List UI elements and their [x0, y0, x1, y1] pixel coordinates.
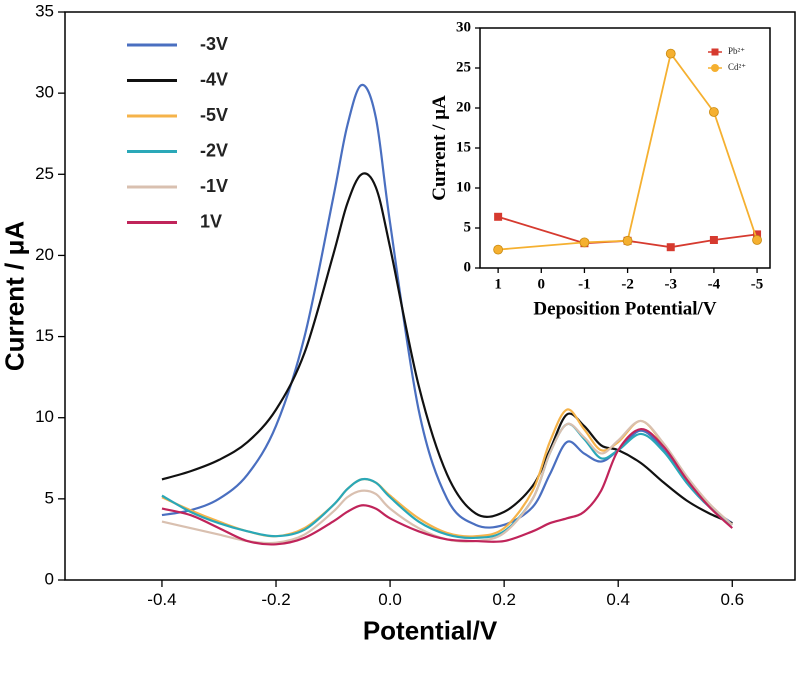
point: [494, 212, 503, 221]
x-tick-label: 0.4: [606, 590, 630, 609]
point: [493, 244, 504, 255]
y-tick-label: 25: [35, 164, 54, 183]
x-axis-label: Deposition Potential/V: [533, 299, 716, 320]
y-tick-label: 20: [35, 245, 54, 264]
y-tick-label: 15: [35, 326, 54, 345]
legend-label: -3V: [200, 34, 228, 54]
y-tick-label: 20: [456, 99, 471, 115]
legend-label: Pb²⁺: [728, 46, 745, 56]
x-tick-label: -2: [621, 276, 634, 292]
series-line: [498, 51, 758, 251]
legend-label: -4V: [200, 69, 228, 89]
legend-label: -1V: [200, 176, 228, 196]
x-tick-label: 1: [494, 276, 502, 292]
y-tick-label: 30: [456, 19, 471, 35]
point: [665, 48, 676, 59]
legend-marker: [711, 64, 719, 72]
point: [579, 237, 590, 248]
y-axis-label: Current / μA: [429, 95, 450, 201]
legend-label: -5V: [200, 105, 228, 125]
point: [709, 236, 718, 244]
x-tick-label: 0.2: [492, 590, 516, 609]
series-line: [161, 172, 733, 525]
y-tick-label: 5: [464, 219, 472, 235]
point: [708, 107, 719, 117]
point: [666, 243, 675, 252]
y-axis-label: Current / μA: [0, 221, 29, 371]
legend-label: Cd²⁺: [728, 62, 746, 72]
y-tick-label: 0: [45, 569, 54, 588]
x-tick-label: -0.2: [261, 590, 290, 609]
series-line: [161, 427, 734, 546]
legend-label: 1V: [200, 211, 222, 231]
x-tick-label: -3: [664, 276, 677, 292]
point: [752, 235, 762, 245]
point: [622, 235, 633, 246]
series-line: [161, 83, 733, 529]
x-tick-label: -4: [708, 276, 721, 292]
y-tick-label: 35: [35, 1, 54, 20]
x-tick-label: -1: [578, 276, 591, 292]
x-tick-label: 0: [538, 276, 546, 292]
y-tick-label: 15: [456, 139, 471, 155]
x-tick-label: 0.6: [720, 590, 744, 609]
legend-marker: [711, 48, 719, 56]
x-tick-label: -5: [751, 276, 764, 292]
x-axis-label: Potential/V: [363, 615, 498, 645]
y-tick-label: 10: [456, 179, 471, 195]
y-tick-label: 30: [35, 83, 54, 102]
x-tick-label: 0.0: [378, 590, 402, 609]
y-tick-label: 0: [464, 259, 472, 275]
point: [753, 230, 762, 239]
series-line: [161, 422, 733, 540]
y-tick-label: 5: [45, 488, 54, 507]
legend-label: -2V: [200, 140, 228, 160]
y-tick-label: 10: [35, 407, 54, 426]
series-line: [497, 215, 758, 249]
x-tick-label: -0.4: [147, 590, 176, 609]
y-tick-label: 25: [456, 59, 471, 75]
